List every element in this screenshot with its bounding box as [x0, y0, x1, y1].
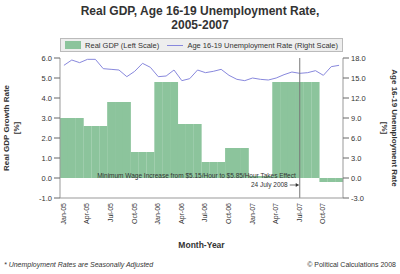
svg-text:0.0: 0.0: [42, 174, 52, 183]
svg-text:Apr-06: Apr-06: [178, 203, 186, 224]
svg-text:Oct-06: Oct-06: [225, 203, 232, 224]
html-text:© Political Calculations 2008: © Political Calculations 2008: [307, 261, 396, 268]
svg-text:Jul-07: Jul-07: [296, 203, 303, 222]
svg-text:Jan-06: Jan-06: [154, 203, 161, 225]
html-text:Age 16-19 Unemployment Rate: Age 16-19 Unemployment Rate: [390, 69, 399, 187]
svg-text:15.0: 15.0: [351, 74, 366, 83]
svg-text:Jul-06: Jul-06: [201, 203, 208, 222]
svg-text:9.0: 9.0: [351, 114, 361, 123]
svg-text:Jan-05: Jan-05: [60, 203, 67, 225]
svg-text:-3.0: -3.0: [351, 194, 364, 203]
html-text:2005-2007: 2005-2007: [171, 18, 229, 32]
html-text:Month-Year: Month-Year: [178, 240, 225, 250]
svg-text:6.0: 6.0: [351, 134, 361, 143]
svg-text:4.0: 4.0: [42, 94, 52, 103]
svg-text:-1.0: -1.0: [39, 194, 52, 203]
svg-text:Oct-07: Oct-07: [319, 203, 326, 224]
html-text:Real GDP (Left Scale): Real GDP (Left Scale): [85, 40, 160, 50]
svg-text:24 July 2008: 24 July 2008: [251, 181, 288, 189]
svg-text:Minimum Wage Increase from $5.: Minimum Wage Increase from $5.15/Hour to…: [97, 172, 296, 180]
html-text:Real GDP, Age 16-19 Unemployme: Real GDP, Age 16-19 Unemployment Rate,: [80, 4, 320, 18]
svg-text:5.0: 5.0: [42, 74, 52, 83]
svg-text:0.0: 0.0: [351, 174, 361, 183]
svg-text:Oct-05: Oct-05: [131, 203, 138, 224]
html-text:Age 16-19 Unemployment Rate (R: Age 16-19 Unemployment Rate (Right Scale…: [187, 40, 338, 50]
svg-text:6.0: 6.0: [42, 54, 52, 63]
svg-text:Apr-05: Apr-05: [83, 203, 91, 224]
svg-text:3.0: 3.0: [42, 114, 52, 123]
svg-text:Jan-07: Jan-07: [249, 203, 256, 225]
svg-text:18.0: 18.0: [351, 54, 366, 63]
svg-text:1.0: 1.0: [42, 154, 52, 163]
svg-text:Apr-07: Apr-07: [272, 203, 280, 224]
html-text:* Unemployment Rates are Seaso: * Unemployment Rates are Seasonally Adju…: [4, 261, 154, 268]
svg-text:3.0: 3.0: [351, 154, 361, 163]
html-text:Real GDP Growth Rate: Real GDP Growth Rate: [2, 85, 11, 171]
svg-text:Jul-05: Jul-05: [107, 203, 114, 222]
svg-text:2.0: 2.0: [42, 134, 52, 143]
svg-text:12.0: 12.0: [351, 94, 366, 103]
